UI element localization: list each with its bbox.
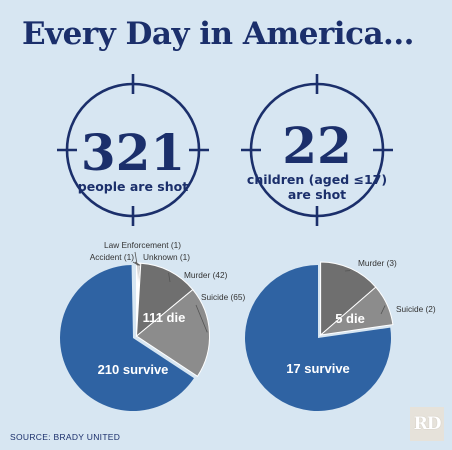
leader-line [134,261,141,266]
die-label: 5 die [335,311,365,326]
leader-line [380,305,386,315]
source-note: SOURCE: BRADY UNITED [10,432,121,442]
slice-label-suicide: Suicide (2) [396,304,436,314]
slice-label-murder: Murder (42) [184,270,228,280]
rd-logo-text: RD [413,414,442,434]
leader-line [132,261,139,266]
slice-label-suicide: Suicide (65) [201,292,246,302]
stat-label: children (aged ≤17) [247,172,387,187]
pie-slice-survive [60,265,194,412]
survive-label: 210 survive [98,362,169,377]
pie-slice-suicide [319,286,394,336]
pie-slice-murder [135,262,194,338]
rd-logo: RD [410,407,444,441]
slice-label-unknown: Unknown (1) [143,252,190,262]
pie-chart-1: 210 survive 111 die Law Enforcement (1) Acc… [60,240,246,412]
slice-label-law-enforcement: Law Enforcement (1) [104,240,181,250]
die-label: 111 die [143,310,186,325]
pie-slice-murder [320,261,377,337]
stat-number: 321 [81,123,185,182]
leader-line [168,272,171,283]
stat-number: 22 [282,116,352,175]
stat-label: people are shot [78,179,188,194]
pie-slice-survive [245,265,391,412]
page-title: Every Day in America... [22,16,414,52]
slice-label-accident: Accident (1) [90,252,135,262]
survive-label: 17 survive [286,361,350,376]
leader-line [195,304,208,333]
stat-label: are shot [288,187,346,202]
pie-chart-2: 17 survive 5 die Murder (3) Suicide (2) [245,258,436,412]
pie-slice-suicide [135,288,210,377]
slice-label-murder: Murder (3) [358,258,397,268]
